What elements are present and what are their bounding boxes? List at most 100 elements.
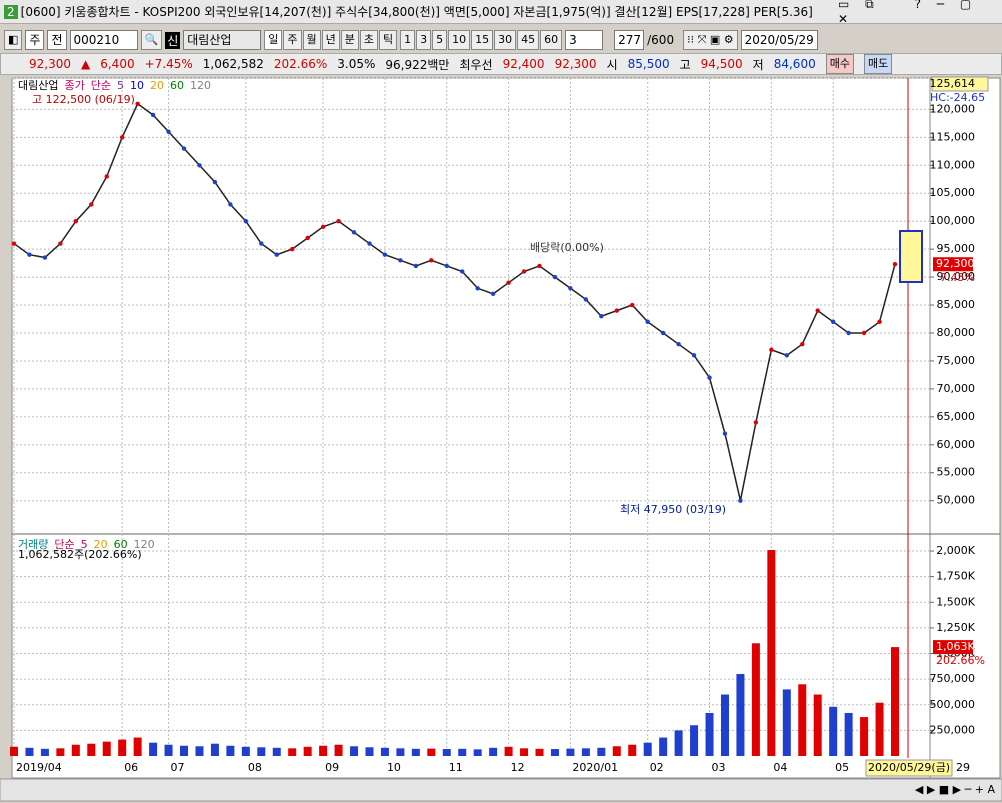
- x-tick-label: 2020/01: [572, 761, 618, 774]
- volume-bar: [365, 747, 374, 756]
- period-button[interactable]: 분: [340, 30, 359, 50]
- y-tick-label: 2,000K: [936, 544, 975, 557]
- period-button[interactable]: 초: [359, 30, 378, 50]
- volume-bar: [720, 694, 729, 756]
- y-tick-label: 70,000: [937, 382, 976, 395]
- price-point: [73, 218, 79, 224]
- price-point: [150, 112, 156, 118]
- window-controls[interactable]: ▭ ⧉ ▔ ? ─ ▢ ✕: [838, 0, 978, 26]
- price-point: [490, 291, 496, 297]
- high-annotation: 고 122,500 (06/19): [32, 93, 135, 106]
- plot-frame: [11, 77, 931, 779]
- date-input[interactable]: 2020/05/29: [740, 30, 818, 50]
- price-point: [707, 375, 712, 380]
- interval-button[interactable]: 1: [400, 30, 416, 50]
- kind-select[interactable]: 전: [47, 30, 67, 50]
- volume-bar: [164, 744, 173, 756]
- volume-bar: [118, 739, 127, 756]
- amount: 96,922백만: [385, 57, 450, 72]
- count[interactable]: 277: [614, 30, 645, 50]
- ask: 92,400: [502, 57, 545, 71]
- interval-button[interactable]: 5: [432, 30, 448, 50]
- volume-bar: [705, 712, 714, 756]
- market-select[interactable]: 주: [25, 30, 45, 50]
- current-price: 92,300: [936, 257, 975, 270]
- price: 92,300: [29, 57, 71, 71]
- volume-bar: [458, 748, 467, 756]
- volume-bar: [288, 748, 297, 756]
- current-price-box: [933, 257, 973, 272]
- y-tick-label: 750,000: [930, 672, 976, 685]
- volume-bar: [690, 725, 699, 756]
- volume-bar: [257, 747, 266, 756]
- low-annotation: 최저 47,950 (03/19): [620, 503, 726, 516]
- x-tick-label: 03: [712, 761, 726, 774]
- y-tick-label: 85,000: [937, 298, 976, 311]
- volume-bar: [612, 746, 621, 756]
- interval-button[interactable]: 15: [471, 30, 494, 50]
- price-point: [429, 258, 434, 263]
- current-rate: 7.45%: [940, 271, 975, 284]
- bid: 92,300: [554, 57, 597, 71]
- interval-input[interactable]: 3: [565, 30, 604, 50]
- end-date: 2020/05/29(금): [868, 761, 950, 774]
- price-point: [460, 269, 465, 274]
- volume-bar: [736, 674, 745, 756]
- volume-bar: [411, 748, 420, 756]
- legend-label: 120: [134, 538, 155, 551]
- window-title: [0600] 키움종합차트 - KOSPI200 외국인보유[14,207(천)…: [20, 5, 813, 19]
- turnover: 3.05%: [337, 57, 376, 71]
- y-tick-label: 115,000: [930, 130, 976, 143]
- legend-label: 5: [117, 79, 124, 92]
- buy-button[interactable]: 매수: [825, 54, 854, 74]
- price-point: [274, 252, 279, 257]
- change: 6,400: [100, 57, 135, 71]
- x-tick-label: 2019/04: [16, 761, 62, 774]
- tools[interactable]: ⁝⁝ ⤧ ▣ ⚙: [683, 30, 738, 50]
- legend-label: 대림산업: [18, 79, 58, 92]
- period-button[interactable]: 월: [302, 30, 321, 50]
- x-tick-label: 02: [650, 761, 664, 774]
- low-label: 저: [752, 57, 764, 72]
- period-button[interactable]: 틱: [379, 30, 398, 50]
- current-volume-box: [933, 640, 973, 655]
- interval-button[interactable]: 60: [540, 30, 563, 50]
- interval-button[interactable]: 45: [517, 30, 540, 50]
- interval-button[interactable]: 10: [448, 30, 471, 50]
- price-point: [243, 218, 249, 224]
- period-button[interactable]: 년: [321, 30, 340, 50]
- price-point: [630, 302, 635, 308]
- y-tick-label: 50,000: [937, 494, 976, 507]
- price-point: [104, 174, 109, 179]
- scale-max-box: [931, 76, 989, 92]
- scrollbar[interactable]: [0, 778, 1002, 802]
- code-input[interactable]: 000210: [69, 30, 138, 50]
- price-point: [877, 319, 882, 325]
- legend-label: 거래량: [18, 538, 48, 551]
- search[interactable]: 🔍: [140, 30, 163, 50]
- legend-label: 60: [114, 538, 128, 551]
- period-button[interactable]: 일: [264, 30, 283, 50]
- interval-button[interactable]: 3: [416, 30, 432, 50]
- period-button[interactable]: 주: [283, 30, 302, 50]
- stock-name: 대림산업: [183, 30, 262, 50]
- volume-bar: [489, 747, 498, 756]
- volume-bar: [133, 737, 142, 756]
- sell-button[interactable]: 매도: [863, 54, 893, 74]
- y-tick-label: 250,000: [930, 723, 976, 736]
- high: 94,500: [700, 57, 743, 71]
- low: 84,600: [773, 57, 816, 71]
- x-tick-label: 10: [387, 761, 401, 774]
- x-tick-label: 12: [511, 761, 525, 774]
- volume-bar: [10, 746, 18, 756]
- interval-button[interactable]: 30: [494, 30, 517, 50]
- volume-info: 1,062,582주(202.66%): [18, 548, 142, 561]
- end-date-box: [865, 759, 953, 777]
- price-point: [27, 252, 32, 257]
- menu[interactable]: ◧: [4, 30, 23, 50]
- price-line: [13, 102, 896, 501]
- price-point: [166, 129, 171, 134]
- y-tick-label: 100,000: [930, 214, 976, 227]
- volume-bar: [226, 745, 235, 756]
- zoom-controls[interactable]: ◀ ▶ ■ ▶ ─ + A: [915, 783, 996, 796]
